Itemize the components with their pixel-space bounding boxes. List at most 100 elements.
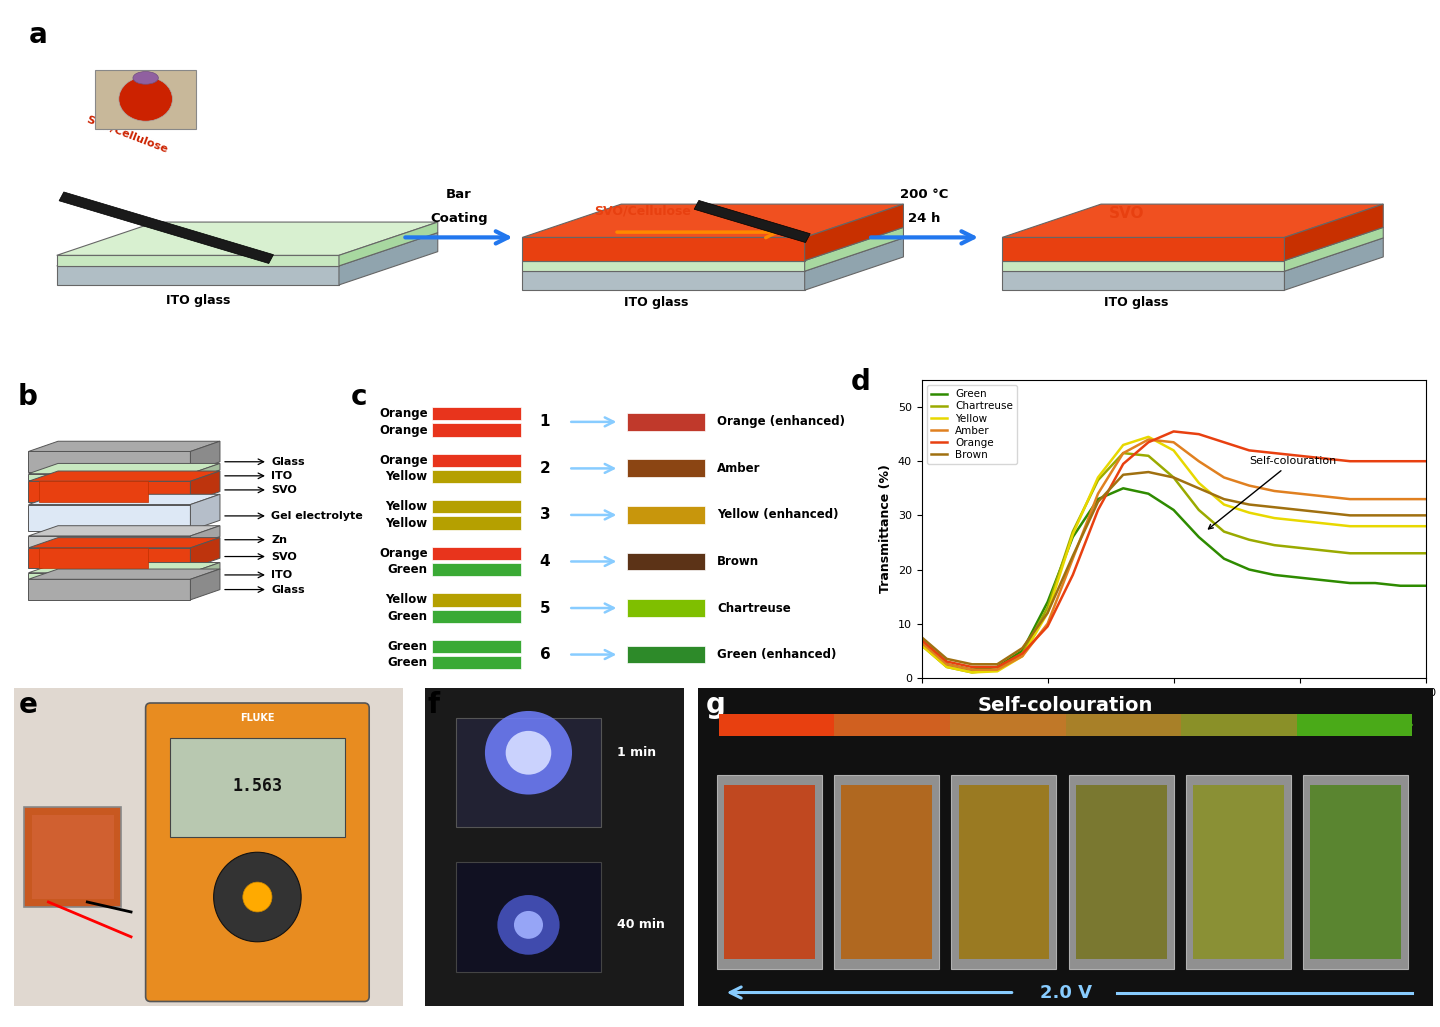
Text: ITO glass: ITO glass: [166, 294, 230, 307]
Polygon shape: [694, 200, 811, 242]
Bar: [432, 546, 521, 560]
Chartreuse: [1266, 539, 1283, 551]
Bar: [432, 656, 521, 670]
Text: Bar: Bar: [446, 188, 472, 201]
Orange: [1140, 436, 1158, 449]
Bar: [32, 815, 114, 899]
Circle shape: [497, 896, 560, 955]
Bar: [717, 774, 822, 968]
Brown: [1342, 509, 1359, 522]
Green: [1038, 596, 1056, 608]
Polygon shape: [1002, 227, 1384, 261]
Bar: [432, 609, 521, 623]
Text: ITO: ITO: [271, 470, 292, 481]
Ellipse shape: [132, 72, 158, 84]
Text: Gel electrolyte: Gel electrolyte: [271, 510, 363, 521]
Text: 24 h: 24 h: [909, 212, 940, 225]
Bar: [834, 714, 950, 735]
Bar: [456, 718, 600, 828]
Yellow: [1342, 520, 1359, 532]
Line: Orange: Orange: [922, 431, 1426, 667]
Polygon shape: [29, 526, 220, 536]
Polygon shape: [39, 482, 148, 502]
Chartreuse: [1165, 471, 1182, 484]
Polygon shape: [29, 547, 190, 568]
Green: [1140, 488, 1158, 500]
Amber: [1165, 436, 1182, 449]
Text: Zn: Zn: [271, 535, 288, 544]
Brown: [1115, 468, 1132, 481]
Chartreuse: [1342, 547, 1359, 560]
Text: FLUKE: FLUKE: [240, 713, 275, 723]
X-axis label: Wavelength (nm): Wavelength (nm): [1113, 703, 1234, 716]
Chartreuse: [1140, 450, 1158, 462]
Brown: [1064, 549, 1081, 562]
Polygon shape: [1002, 271, 1284, 291]
Circle shape: [505, 731, 552, 774]
Polygon shape: [29, 463, 220, 473]
Brown: [1392, 509, 1410, 522]
Bar: [1303, 774, 1408, 968]
Yellow: [1189, 477, 1207, 489]
Orange: [1290, 450, 1308, 462]
Orange: [1241, 445, 1259, 457]
Text: Glass: Glass: [271, 457, 305, 466]
Orange: [1266, 447, 1283, 459]
Text: ITO: ITO: [271, 570, 292, 580]
Polygon shape: [338, 222, 438, 266]
Text: f: f: [428, 691, 439, 719]
Bar: [626, 553, 706, 570]
Polygon shape: [39, 547, 148, 568]
Text: SVO: SVO: [271, 551, 297, 562]
Yellow: [1367, 520, 1384, 532]
Line: Chartreuse: Chartreuse: [922, 453, 1426, 673]
Text: 1.563: 1.563: [232, 776, 282, 795]
Brown: [1189, 482, 1207, 494]
Bar: [1297, 714, 1413, 735]
Text: Green (enhanced): Green (enhanced): [717, 648, 837, 661]
Amber: [1342, 493, 1359, 505]
Polygon shape: [523, 227, 903, 261]
Green: [1115, 482, 1132, 494]
Text: Yellow: Yellow: [386, 594, 428, 606]
Text: Yellow: Yellow: [386, 500, 428, 514]
Orange: [988, 660, 1005, 673]
Line: Yellow: Yellow: [922, 436, 1426, 673]
Green: [1165, 504, 1182, 517]
Brown: [1241, 498, 1259, 510]
Green: [1342, 577, 1359, 589]
Orange: [1189, 428, 1207, 441]
Chartreuse: [1038, 601, 1056, 613]
Yellow: [1090, 471, 1107, 484]
Text: 6: 6: [540, 647, 550, 662]
Bar: [950, 714, 1066, 735]
Polygon shape: [805, 227, 903, 271]
Bar: [834, 774, 939, 968]
Bar: [952, 774, 1057, 968]
Orange: [1038, 620, 1056, 633]
Text: Orange: Orange: [379, 454, 428, 466]
Orange: [1342, 455, 1359, 467]
Green: [1367, 577, 1384, 589]
Bar: [1194, 785, 1284, 959]
Text: SVO: SVO: [271, 485, 297, 495]
Polygon shape: [29, 563, 220, 573]
Text: g: g: [706, 691, 726, 719]
Bar: [432, 594, 521, 607]
Brown: [1316, 506, 1333, 519]
Green: [988, 660, 1005, 673]
Polygon shape: [523, 261, 805, 271]
Text: a: a: [29, 22, 48, 49]
Polygon shape: [338, 233, 438, 284]
Green: [1241, 564, 1259, 576]
Amber: [963, 663, 981, 676]
Polygon shape: [29, 579, 190, 600]
Orange: [1165, 425, 1182, 438]
Green: [1290, 571, 1308, 583]
Text: Yellow: Yellow: [386, 470, 428, 483]
Chartreuse: [1189, 504, 1207, 517]
Green: [1316, 574, 1333, 586]
Amber: [1014, 650, 1031, 662]
Text: ITO glass: ITO glass: [625, 296, 688, 309]
Bar: [432, 407, 521, 420]
